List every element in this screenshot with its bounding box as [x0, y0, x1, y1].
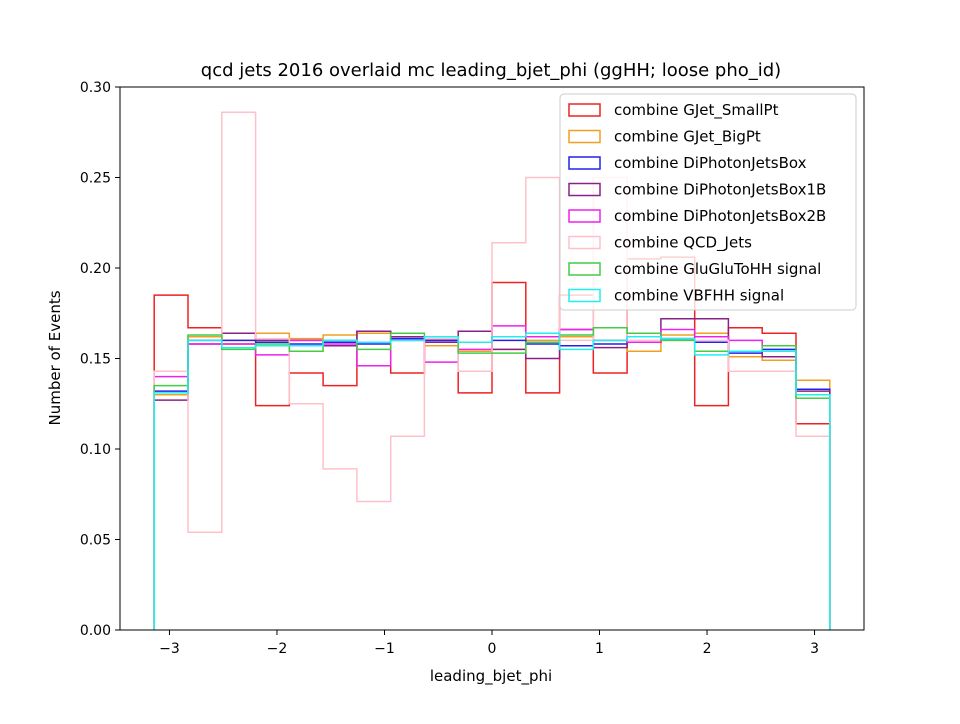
legend-label-5: combine QCD_Jets — [614, 234, 752, 253]
chart-title: qcd jets 2016 overlaid mc leading_bjet_p… — [201, 60, 781, 81]
legend-swatch-5 — [568, 235, 601, 250]
legend-label-6: combine GluGluToHH signal — [614, 260, 821, 278]
y-tick-label: 0.30 — [80, 80, 111, 96]
legend-swatch-1 — [568, 129, 601, 144]
legend-label-2: combine DiPhotonJetsBox — [614, 154, 807, 172]
x-tick-label: −3 — [159, 641, 180, 657]
x-tick-label: 2 — [703, 641, 712, 657]
x-tick-label: −2 — [267, 641, 288, 657]
x-tick-label: 3 — [810, 641, 819, 657]
y-axis-label: Number of Events — [46, 290, 64, 425]
legend-swatch-6 — [568, 262, 601, 276]
y-tick-label: 0.00 — [80, 623, 111, 639]
series-line-7 — [153, 332, 831, 630]
x-axis-label: leading_bjet_phi — [430, 667, 552, 686]
legend-label-3: combine DiPhotonJetsBox1B — [614, 181, 826, 199]
x-tick-label: 0 — [488, 641, 497, 657]
y-tick-label: 0.05 — [80, 533, 111, 549]
legend-swatch-7 — [568, 288, 601, 303]
legend-box — [559, 93, 857, 311]
x-tick-label: 1 — [595, 641, 604, 657]
y-tick-label: 0.25 — [80, 171, 111, 187]
y-tick-label: 0.20 — [80, 261, 111, 277]
legend-swatch-0 — [568, 103, 601, 117]
y-tick-label: 0.15 — [80, 352, 111, 368]
legend-swatch-3 — [568, 182, 601, 197]
series-layer — [153, 111, 831, 630]
legend-swatch-2 — [568, 156, 601, 170]
legend-label-7: combine VBFHH signal — [614, 287, 784, 305]
series-line-5 — [153, 111, 831, 630]
x-axis-ticks: −3 −2 −1 0 1 2 3 — [159, 630, 819, 657]
legend-label-4: combine DiPhotonJetsBox2B — [614, 207, 826, 225]
y-tick-label: 0.10 — [80, 442, 111, 458]
x-tick-label: −1 — [374, 641, 395, 657]
legend-swatch-4 — [568, 209, 601, 223]
y-axis-ticks: 0.00 0.05 0.10 0.15 0.20 0.25 0.30 — [80, 80, 120, 639]
legend-label-0: combine GJet_SmallPt — [614, 101, 779, 120]
legend-label-1: combine GJet_BigPt — [614, 128, 761, 147]
